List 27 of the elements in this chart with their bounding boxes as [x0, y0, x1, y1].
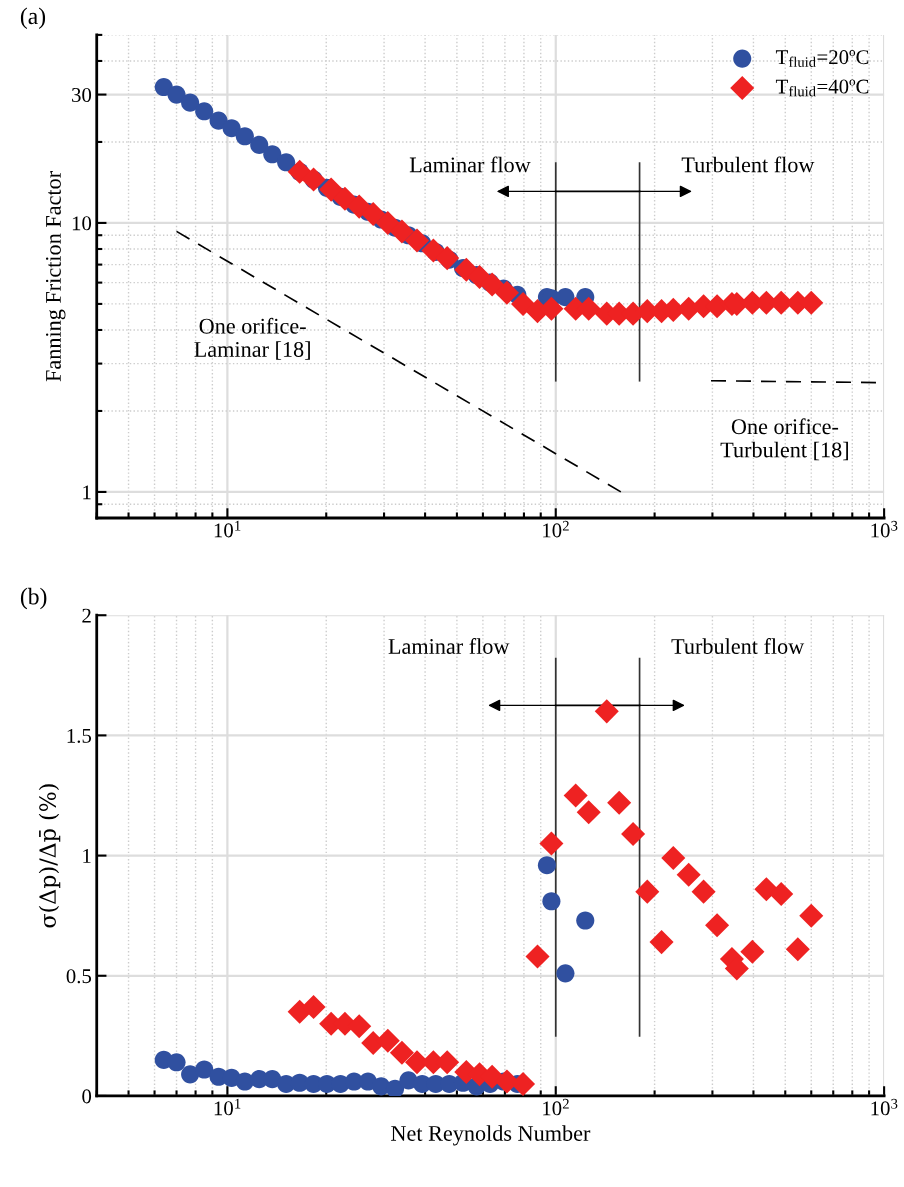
x-tick-label: 10$^{3}$: [871, 1098, 898, 1116]
annotation: Laminar flow: [388, 638, 510, 654]
y-tick-label: 1: [83, 485, 91, 500]
annotation: One orifice- Laminar [18]: [194, 317, 310, 360]
x-axis-title: Net Reynolds Number: [391, 1125, 591, 1146]
x-tick-label: 10$^{1}$: [214, 1098, 241, 1116]
legend-label: T$_{fluid}$=20ºC: [775, 50, 869, 67]
text: (a): [20, 7, 46, 29]
annotation: Laminar flow: [409, 156, 531, 173]
x-tick-label: 10$^{2}$: [543, 520, 569, 538]
y-tick-label: 1: [83, 849, 91, 863]
y-axis-title: Fanning Friction Factor: [45, 171, 66, 382]
annotation: One orifice- Turbulent [18]: [720, 418, 848, 461]
x-tick-label: 10$^{2}$: [543, 1098, 569, 1116]
text: (b): [20, 587, 47, 610]
annotation: Turbulent flow: [681, 156, 815, 173]
y-tick-label: 10: [72, 216, 92, 231]
y-tick-label: 0.5: [66, 969, 92, 984]
y-tick-label: 0: [82, 1089, 92, 1104]
x-tick-label: 10$^{1}$: [214, 520, 241, 538]
legend-label: T$_{fluid}$=40ºC: [775, 79, 869, 97]
y-tick-label: 1.5: [67, 728, 92, 743]
y-tick-label: 30: [72, 87, 92, 103]
x-tick-label: 10$^{3}$: [871, 520, 898, 538]
annotation: Turbulent flow: [671, 638, 805, 654]
y-axis-title: σ(Δp)/Δp̄ (%): [38, 784, 61, 928]
y-tick-label: 2: [82, 608, 91, 623]
